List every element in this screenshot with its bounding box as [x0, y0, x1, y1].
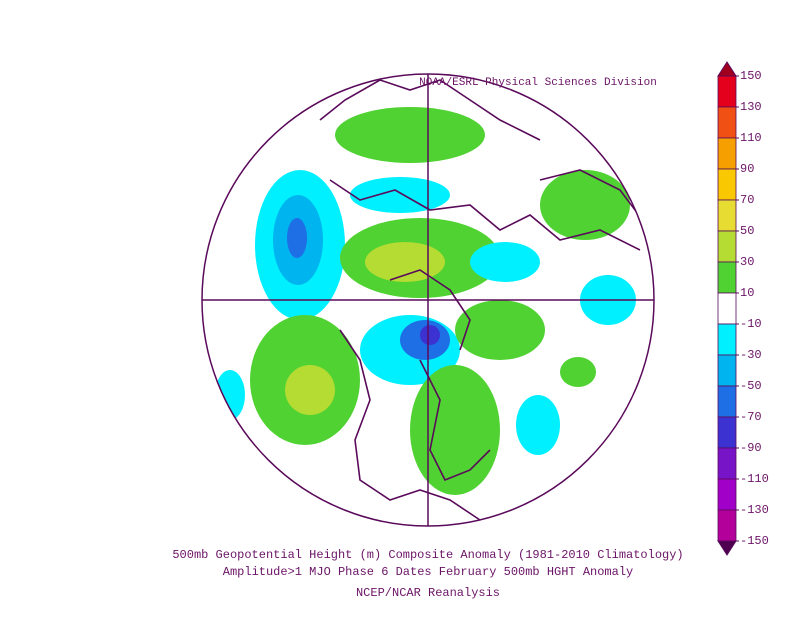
colorbar-band	[717, 199, 737, 232]
colorbar-tick-label: -30	[740, 348, 762, 362]
colorbar-tick-label: -130	[740, 503, 769, 517]
colorbar-band	[717, 509, 737, 542]
colorbar-tick-label: 50	[740, 224, 754, 238]
colorbar-band	[717, 323, 737, 356]
colorbar-under	[717, 540, 737, 556]
colorbar-tick-label: -90	[740, 441, 762, 455]
colorbar-tick-label: 10	[740, 286, 754, 300]
map	[215, 79, 651, 521]
colorbar-band	[717, 168, 737, 201]
anomaly-fields	[215, 107, 636, 495]
colorbar-band	[717, 447, 737, 480]
colorbar-tick-label: -110	[740, 472, 769, 486]
caption: Amplitude>1 MJO Phase 6 Dates February 5…	[223, 565, 633, 579]
colorbar-band	[717, 137, 737, 170]
colorbar-tick-label: 150	[740, 69, 762, 83]
colorbar-band	[717, 106, 737, 139]
colorbar-band	[717, 75, 737, 108]
colorbar-tick-label: 130	[740, 100, 762, 114]
colorbar-tick-label: -150	[740, 534, 769, 548]
colorbar-band	[717, 385, 737, 418]
colorbar-band	[717, 478, 737, 511]
colorbar-tick-label: -10	[740, 317, 762, 331]
colorbar-band	[717, 416, 737, 449]
colorbar-over	[717, 61, 737, 77]
colorbar-tick-label: 70	[740, 193, 754, 207]
credit: NOAA/ESRL Physical Sciences Division	[419, 77, 657, 89]
colorbar-band	[717, 230, 737, 263]
colorbar-tick-label: -70	[740, 410, 762, 424]
caption: 500mb Geopotential Height (m) Composite …	[172, 548, 683, 562]
colorbar-band	[717, 354, 737, 387]
colorbar: 150 130 110 90 70 50 30 10 -10 -30 -50 -70 -90 -110 -1…	[717, 61, 769, 556]
colorbar-tick-label: 90	[740, 162, 754, 176]
caption: NCEP/NCAR Reanalysis	[356, 586, 500, 600]
colorbar-band	[717, 292, 737, 325]
colorbar-tick-label: -50	[740, 379, 762, 393]
colorbar-band	[717, 261, 737, 294]
colorbar-tick-label: 110	[740, 131, 762, 145]
colorbar-tick-label: 30	[740, 255, 754, 269]
